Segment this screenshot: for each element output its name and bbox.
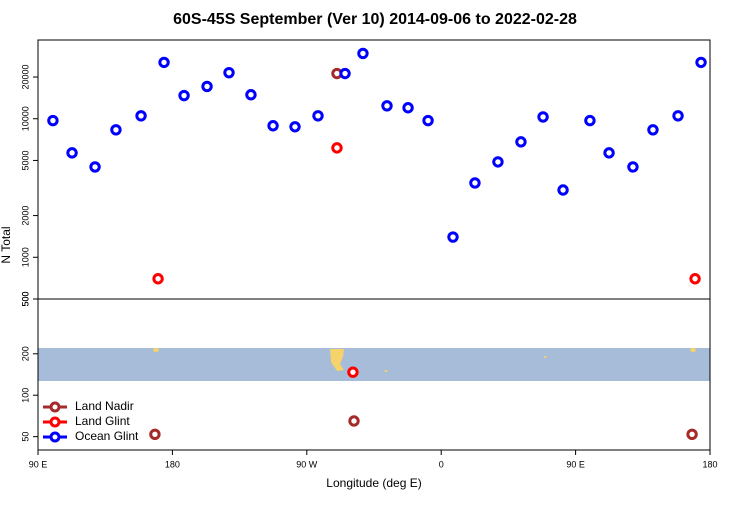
point [245,89,257,101]
x-tick-label: 90 E [566,459,585,469]
x-tick-label: 180 [702,459,717,469]
point [422,114,434,127]
point [686,428,698,441]
panel-frame [37,298,711,451]
point [135,110,147,122]
point [178,89,190,102]
y-tick-label: 20000 [20,65,30,90]
point [695,56,707,69]
y-tick-label: 10000 [20,106,30,131]
x-tick-label: 0 [439,459,444,469]
legend-label: Land Nadir [75,399,134,413]
point [689,273,701,285]
point [537,111,549,123]
legend-marker [49,401,61,413]
y-tick-label: 50 [20,432,30,442]
y-tick-label: 100 [20,388,30,403]
point [89,161,101,173]
point [267,120,279,132]
point [557,184,569,196]
map-strip [38,348,710,381]
point [47,114,59,127]
point [289,121,301,133]
point [339,67,351,80]
point [492,156,504,168]
y-tick-label: 500 [20,291,30,306]
point [158,56,170,69]
x-tick-label: 180 [165,459,180,469]
land [384,370,388,372]
y-tick-label: 2000 [20,206,30,226]
point [402,102,414,114]
legend-label: Ocean Glint [75,429,139,443]
point [672,110,684,122]
point [347,366,359,378]
point [149,428,161,441]
x-tick-label: 90 E [29,459,48,469]
point [66,147,78,159]
point [447,231,459,243]
y-tick-label: 500 [20,291,30,306]
ocean [38,348,710,381]
point [515,136,527,148]
point [312,110,324,122]
legend-marker [49,416,61,428]
point [201,80,213,93]
chart-title: 60S-45S September (Ver 10) 2014-09-06 to… [173,11,577,28]
y-axis-label: N Total [0,226,13,263]
land [690,348,696,352]
y-tick-label: 5000 [20,150,30,170]
point [381,100,393,112]
legend-label: Land Glint [75,414,130,428]
point [584,114,596,127]
point [331,142,343,154]
point [627,161,639,173]
x-tick-label: 90 W [296,459,318,469]
y-tick-label: 1000 [20,247,30,267]
x-axis-label: Longitude (deg E) [326,476,421,490]
point [223,66,235,79]
point [152,273,164,285]
point [357,47,369,60]
point [110,124,122,136]
point [647,124,659,136]
legend-marker [49,431,61,443]
point [469,177,481,189]
land [153,348,159,352]
land [330,349,344,371]
point [603,147,615,159]
y-tick-label: 200 [20,346,30,361]
point [348,415,360,427]
land [543,356,547,358]
